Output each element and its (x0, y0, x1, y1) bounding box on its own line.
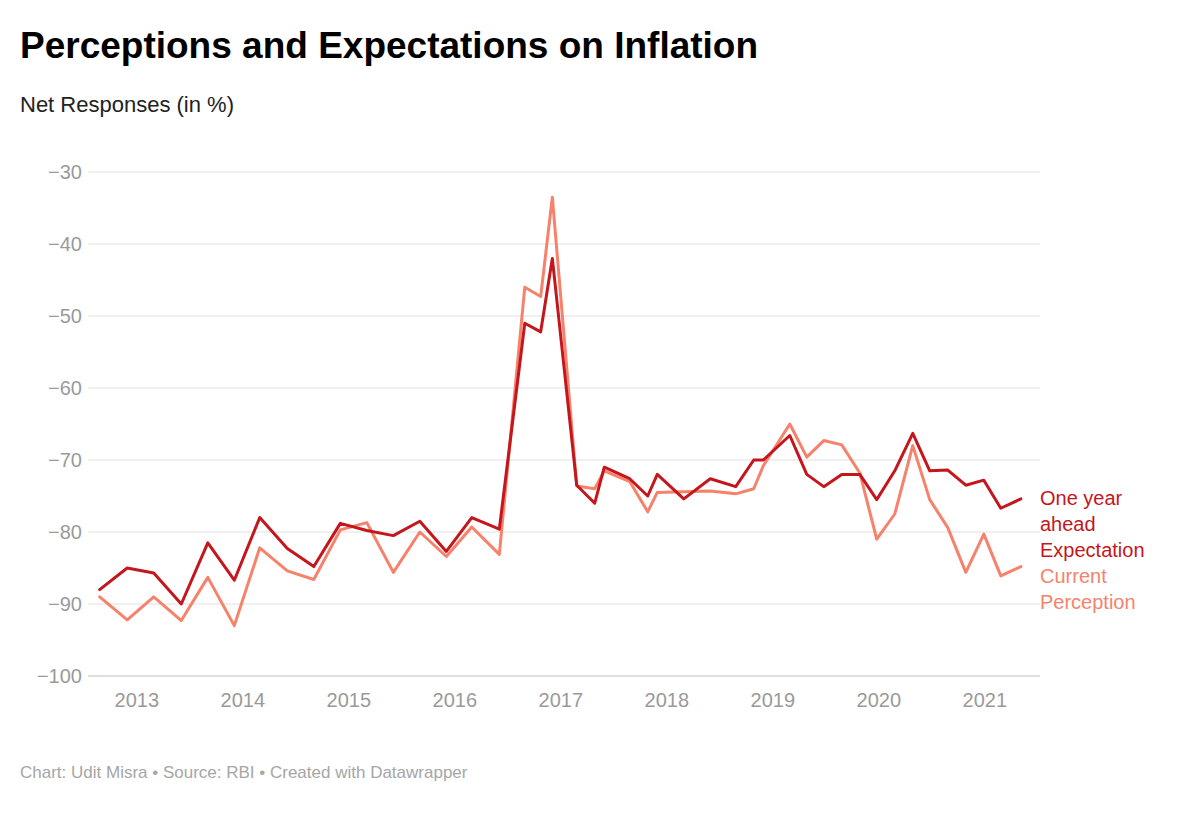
series-label: Current Perception (1040, 563, 1165, 615)
x-tick-label: 2014 (221, 689, 266, 711)
grid-line (88, 460, 1040, 461)
chart: Perceptions and Expectations on Inflatio… (0, 0, 1200, 813)
x-tick-label: 2015 (327, 689, 372, 711)
x-tick-label: 2017 (539, 689, 584, 711)
x-tick-label: 2020 (857, 689, 902, 711)
x-tick-label: 2021 (963, 689, 1008, 711)
grid-line (88, 604, 1040, 605)
y-tick-label: −100 (37, 665, 82, 687)
grid-line (88, 172, 1040, 173)
series-line (100, 197, 1021, 625)
grid-line (88, 676, 1040, 677)
x-tick-label: 2013 (115, 689, 160, 711)
series-line (100, 258, 1021, 604)
subtitle: Net Responses (in %) (20, 92, 234, 117)
grid-line (88, 532, 1040, 533)
y-tick-label: −90 (48, 593, 82, 615)
grid-line (88, 244, 1040, 245)
y-tick-label: −60 (48, 377, 82, 399)
grid-line (88, 316, 1040, 317)
y-tick-label: −80 (48, 521, 82, 543)
y-tick-label: −70 (48, 449, 82, 471)
y-tick-label: −50 (48, 305, 82, 327)
x-axis-line (88, 676, 1040, 677)
y-tick-label: −40 (48, 233, 82, 255)
lines (100, 197, 1021, 625)
title: Perceptions and Expectations on Inflatio… (20, 25, 758, 66)
caption: Chart: Udit Misra • Source: RBI • Create… (20, 763, 468, 782)
x-tick-label: 2019 (751, 689, 796, 711)
grid (88, 172, 1040, 676)
grid-line (88, 388, 1040, 389)
x-tick-label: 2018 (645, 689, 690, 711)
y-tick-label: −30 (48, 161, 82, 183)
x-tick-label: 2016 (433, 689, 478, 711)
series-label: One year ahead Expectation (1040, 485, 1165, 563)
